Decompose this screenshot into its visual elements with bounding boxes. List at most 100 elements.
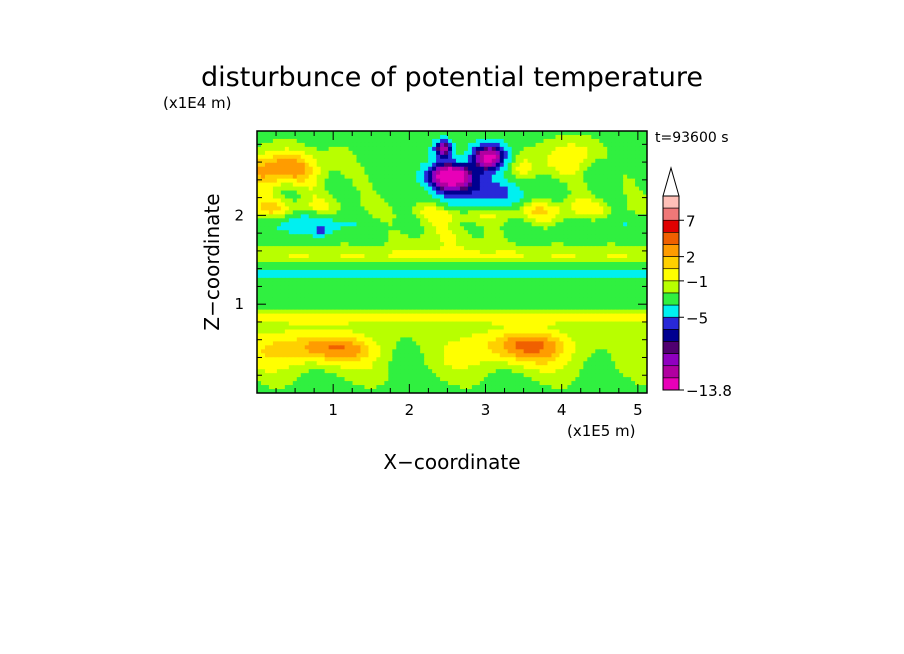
field-cell [320,182,326,188]
field-cell [503,174,509,180]
field-cell [320,297,326,303]
field-cell [479,198,485,204]
field-cell [364,186,370,192]
field-cell [448,174,453,180]
field-cell [356,250,362,255]
field-cell [579,234,584,239]
field-cell [527,226,533,231]
field-cell [360,258,366,263]
field-cell [627,186,632,192]
field-cell [627,242,632,247]
field-cell [591,214,596,219]
field-cell [511,305,517,311]
field-cell [424,293,429,299]
field-cell [324,242,330,247]
field-cell [563,321,569,327]
field-cell [611,325,616,331]
field-cell [607,134,612,140]
field-cell [579,198,584,204]
field-cell [515,309,521,315]
field-cell [348,289,354,295]
field-cell [336,174,342,180]
field-cell [479,230,485,235]
field-cell [272,222,278,227]
field-cell [487,281,493,287]
field-cell [288,234,294,239]
field-cell [475,254,481,259]
field-cell [396,277,401,283]
field-cell [300,134,306,140]
field-cell [392,254,397,259]
field-cell [455,202,461,208]
field-cell [316,262,322,267]
field-cell [368,281,374,287]
field-cell [324,134,330,140]
field-cell [372,138,377,144]
field-cell [316,277,322,283]
field-cell [543,162,549,168]
field-cell [615,242,620,247]
field-cell [527,230,533,235]
field-cell [635,230,640,235]
field-cell [611,202,616,208]
field-cell [599,242,604,247]
field-cell [547,206,553,211]
field-cell [627,297,632,303]
field-cell [308,309,314,315]
field-cell [296,258,302,263]
field-cell [392,182,397,188]
field-cell [320,162,326,168]
field-cell [340,174,346,180]
field-cell [611,226,616,231]
field-cell [583,162,588,168]
field-cell [348,246,354,251]
field-cell [619,301,624,307]
field-cell [328,325,334,331]
field-cell [264,218,270,223]
field-cell [257,174,262,180]
field-cell [639,321,644,327]
field-cell [372,226,377,231]
field-cell [571,258,576,263]
field-cell [396,265,401,271]
field-cell [595,317,600,323]
field-cell [491,305,497,311]
field-cell [623,190,628,196]
field-cell [328,138,334,144]
field-cell [499,313,505,319]
field-cell [471,214,477,219]
field-cell [308,142,314,148]
field-cell [563,202,569,208]
field-cell [384,269,389,275]
field-cell [623,170,628,176]
field-cell [344,277,350,283]
field-cell [555,305,561,311]
field-cell [352,178,358,184]
field-cell [448,230,453,235]
field-cell [428,313,433,319]
field-cell [340,242,346,247]
field-cell [635,158,640,164]
field-cell [436,154,441,160]
field-cell [257,246,262,251]
field-cell [583,301,588,307]
field-cell [332,301,338,307]
field-cell [511,238,517,243]
field-cell [631,234,636,239]
field-cell [276,162,282,168]
field-cell [459,269,465,275]
field-cell [495,317,501,323]
field-cell [428,190,433,196]
field-cell [372,246,377,251]
field-cell [312,254,318,259]
field-cell [511,158,517,164]
field-cell [559,194,565,200]
field-cell [257,158,262,164]
field-cell [404,297,409,303]
field-cell [304,254,310,259]
field-cell [280,246,286,251]
field-cell [408,226,413,231]
field-cell [432,202,437,208]
field-cell [595,262,600,267]
field-cell [448,222,453,227]
